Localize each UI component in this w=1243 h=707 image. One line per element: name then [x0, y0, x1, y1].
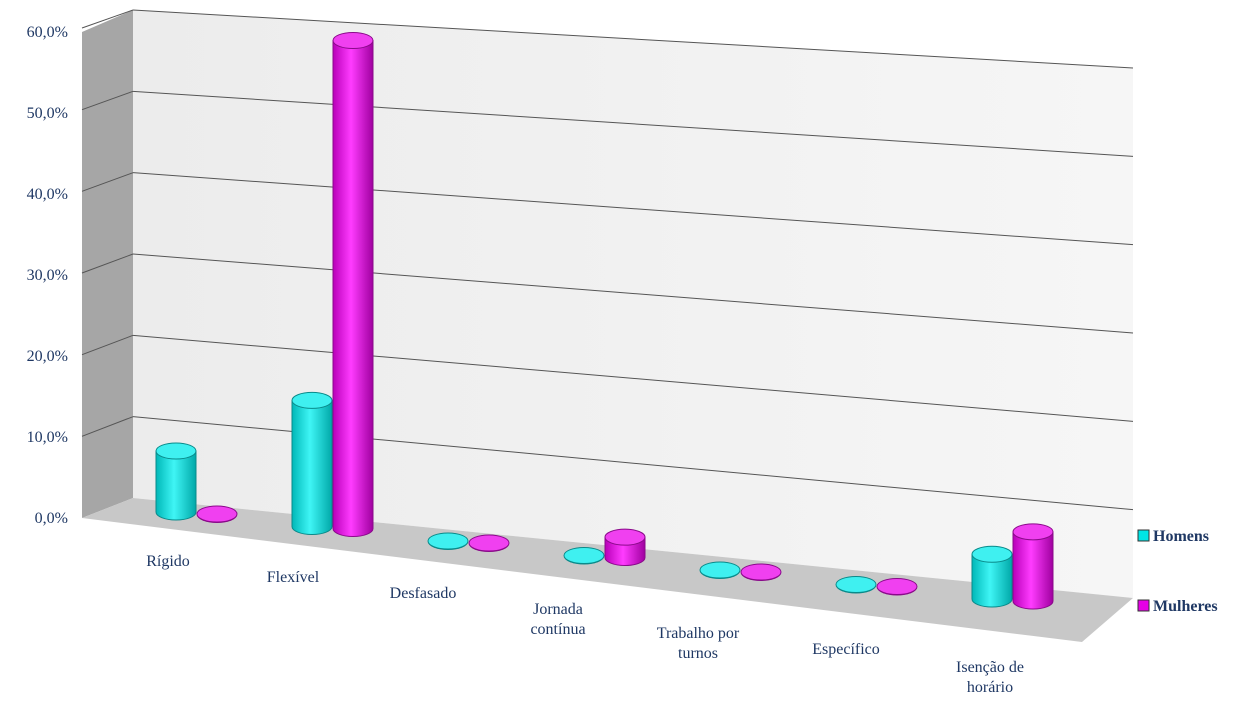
gridline-side: [81, 416, 134, 437]
legend-swatch-mulheres: [1137, 599, 1150, 612]
y-tick-label: 40,0%: [27, 186, 68, 203]
back-wall: [133, 10, 1133, 598]
bar-homens: [155, 442, 197, 521]
y-tick-label: 20,0%: [27, 348, 68, 365]
gridline-side: [81, 253, 134, 274]
legend-label-mulheres: Mulheres: [1153, 598, 1218, 615]
bar-mulheres: [1012, 523, 1054, 610]
bar-homens: [971, 545, 1013, 608]
bar-mulheres: [740, 563, 782, 581]
bar-top: [155, 442, 197, 460]
legend-swatch-homens: [1137, 529, 1150, 542]
bar-top: [1012, 523, 1054, 541]
bar-top: [740, 563, 782, 581]
y-tick-label: 0,0%: [35, 510, 68, 527]
category-label: Flexível: [267, 569, 320, 586]
bar-body: [1012, 531, 1054, 610]
bar-homens: [835, 576, 877, 594]
bar-top: [971, 545, 1013, 563]
bar-top: [468, 534, 510, 552]
y-axis-ticks: 0,0% 10,0% 20,0% 30,0% 40,0% 50,0% 60,0%: [27, 24, 68, 527]
bar-top: [196, 505, 238, 523]
y-tick-label: 10,0%: [27, 429, 68, 446]
legend: Homens Mulheres: [1137, 528, 1218, 615]
legend-label-homens: Homens: [1153, 528, 1209, 545]
category-label: Desfasado: [390, 585, 457, 602]
gridline: [132, 253, 1134, 334]
bar-homens: [427, 532, 469, 550]
category-label: Rígido: [146, 553, 190, 570]
category-label: Isenção de horário: [956, 659, 1024, 696]
category-label: Específico: [812, 641, 880, 658]
bar-mulheres: [196, 505, 238, 523]
y-tick-label: 50,0%: [27, 105, 68, 122]
bar-mulheres: [876, 578, 918, 596]
bar-top: [332, 32, 374, 49]
bar-top: [699, 561, 741, 579]
bar-homens: [291, 391, 333, 535]
bar-top: [604, 528, 646, 546]
bar-mulheres: [468, 534, 510, 552]
category-label: Trabalho por turnos: [657, 625, 740, 662]
bar-body: [155, 450, 197, 521]
bar-body: [971, 553, 1013, 608]
bar-body: [332, 40, 374, 537]
gridline-side: [81, 172, 134, 192]
bar-top: [427, 532, 469, 550]
bar-homens: [563, 547, 605, 565]
gridlines: [81, 9, 1134, 511]
gridline-side: [81, 9, 134, 29]
bar-body: [291, 399, 333, 535]
gridline-side: [81, 90, 134, 111]
bar-mulheres: [332, 32, 374, 537]
y-tick-label: 60,0%: [27, 24, 68, 41]
gridline: [132, 172, 1134, 246]
gridline-side: [81, 334, 134, 356]
bar-top: [291, 391, 333, 409]
category-labels: Rígido Flexível Desfasado Jornada contínua Tr…: [146, 553, 1024, 696]
gridline: [132, 9, 1134, 69]
y-tick-label: 30,0%: [27, 267, 68, 284]
bars: [155, 32, 1054, 610]
category-label: Jornada contínua: [530, 601, 585, 638]
bar-top: [563, 547, 605, 564]
bar-top: [835, 576, 877, 593]
bar-mulheres: [604, 528, 646, 566]
gridline: [132, 334, 1134, 422]
bar-top: [876, 578, 918, 595]
bar-homens: [699, 561, 741, 579]
gridline: [132, 90, 1134, 157]
